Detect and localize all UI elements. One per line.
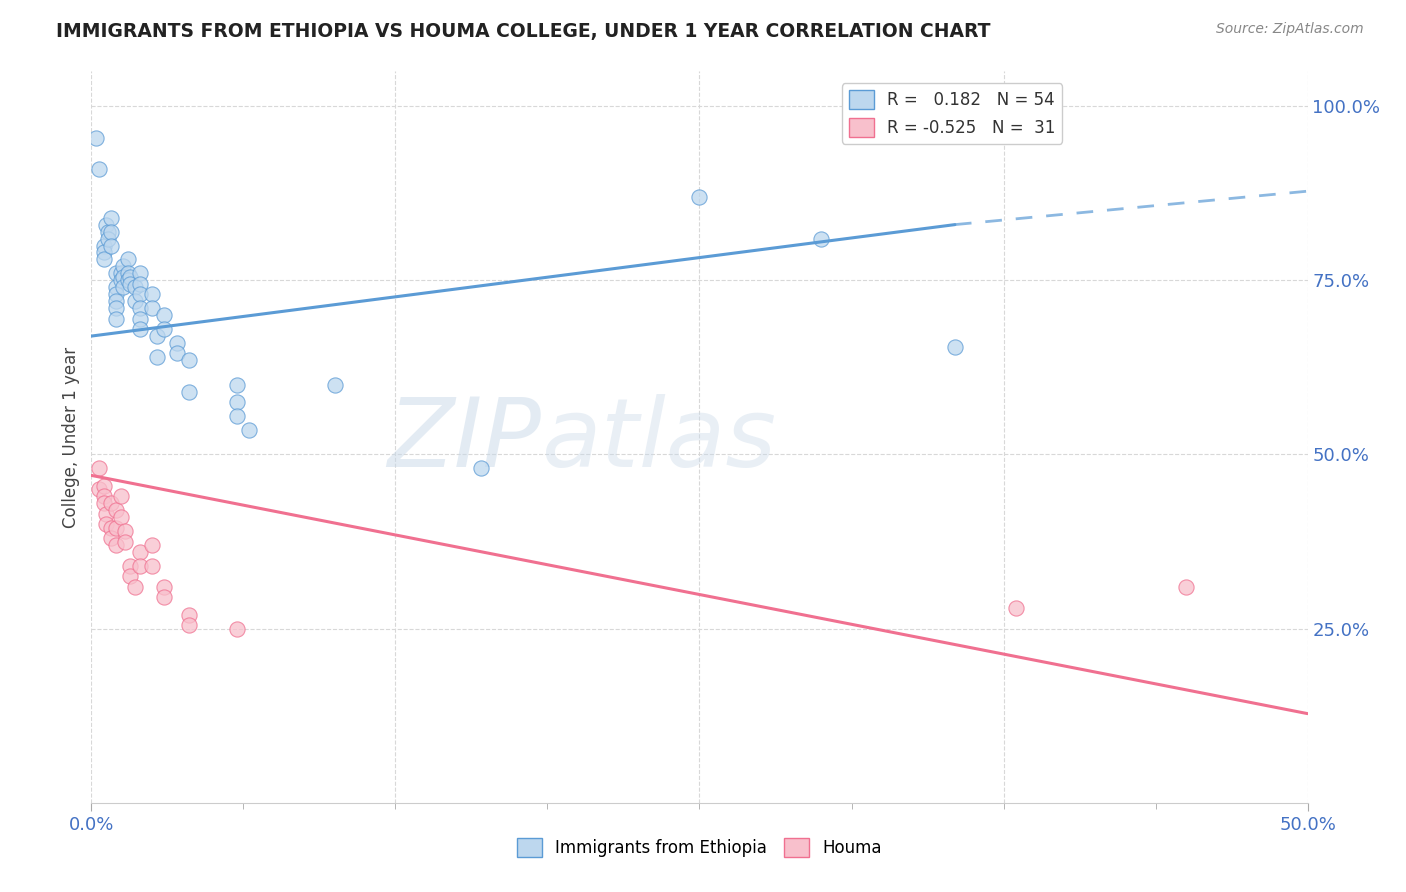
Point <box>111 260 134 274</box>
Point <box>93 479 115 493</box>
Text: Source: ZipAtlas.com: Source: ZipAtlas.com <box>1216 22 1364 37</box>
Point <box>110 489 132 503</box>
Point <box>87 161 110 176</box>
Point <box>94 218 117 232</box>
Point <box>129 558 152 573</box>
Point <box>166 336 188 351</box>
Point <box>111 280 134 294</box>
Point <box>141 287 163 301</box>
Point <box>100 238 122 252</box>
Point <box>94 507 117 521</box>
Point <box>120 569 142 583</box>
Point <box>129 545 152 559</box>
Point <box>117 266 139 280</box>
Point <box>1004 600 1026 615</box>
Point <box>114 524 136 538</box>
Point <box>146 350 169 364</box>
Point <box>87 483 110 497</box>
Point <box>117 273 139 287</box>
Point <box>129 311 152 326</box>
Point <box>141 538 163 552</box>
Point <box>688 190 710 204</box>
Point <box>104 301 127 316</box>
Point <box>104 311 127 326</box>
Point <box>177 384 200 399</box>
Point <box>124 294 146 309</box>
Point <box>120 558 142 573</box>
Point <box>84 130 107 145</box>
Point <box>323 377 346 392</box>
Point <box>117 252 139 267</box>
Point <box>100 496 122 510</box>
Point <box>943 339 966 353</box>
Point <box>153 308 176 322</box>
Point <box>1175 580 1198 594</box>
Legend: Immigrants from Ethiopia, Houma: Immigrants from Ethiopia, Houma <box>510 831 889 864</box>
Point <box>470 461 492 475</box>
Point <box>153 322 176 336</box>
Point <box>114 534 136 549</box>
Point <box>104 538 127 552</box>
Point <box>226 395 249 409</box>
Point <box>87 461 110 475</box>
Point <box>124 580 146 594</box>
Point <box>810 231 832 245</box>
Text: atlas: atlas <box>541 394 776 487</box>
Point <box>177 353 200 368</box>
Point <box>226 622 249 636</box>
Y-axis label: College, Under 1 year: College, Under 1 year <box>62 346 80 528</box>
Point <box>97 231 120 245</box>
Point <box>166 346 188 360</box>
Point <box>124 280 146 294</box>
Point <box>177 618 200 632</box>
Point <box>153 580 176 594</box>
Point <box>94 517 117 532</box>
Point <box>141 558 163 573</box>
Point <box>129 301 152 316</box>
Point <box>177 607 200 622</box>
Point <box>93 245 115 260</box>
Point <box>129 287 152 301</box>
Point <box>129 266 152 280</box>
Point <box>97 225 120 239</box>
Point <box>104 266 127 280</box>
Text: ZIP: ZIP <box>388 394 541 487</box>
Point <box>153 591 176 605</box>
Point <box>104 287 127 301</box>
Point <box>110 266 132 280</box>
Point <box>104 294 127 309</box>
Point <box>226 409 249 424</box>
Point <box>141 301 163 316</box>
Point <box>120 269 142 284</box>
Point <box>120 277 142 291</box>
Point <box>100 531 122 545</box>
Point <box>110 273 132 287</box>
Point <box>238 423 260 437</box>
Point <box>100 521 122 535</box>
Point <box>100 225 122 239</box>
Point <box>93 489 115 503</box>
Point <box>93 238 115 252</box>
Point <box>104 521 127 535</box>
Point <box>111 269 134 284</box>
Point <box>146 329 169 343</box>
Point <box>104 503 127 517</box>
Point <box>226 377 249 392</box>
Point <box>129 277 152 291</box>
Text: IMMIGRANTS FROM ETHIOPIA VS HOUMA COLLEGE, UNDER 1 YEAR CORRELATION CHART: IMMIGRANTS FROM ETHIOPIA VS HOUMA COLLEG… <box>56 22 991 41</box>
Point <box>93 496 115 510</box>
Point <box>100 211 122 225</box>
Point <box>110 510 132 524</box>
Point <box>129 322 152 336</box>
Point <box>104 280 127 294</box>
Point <box>93 252 115 267</box>
